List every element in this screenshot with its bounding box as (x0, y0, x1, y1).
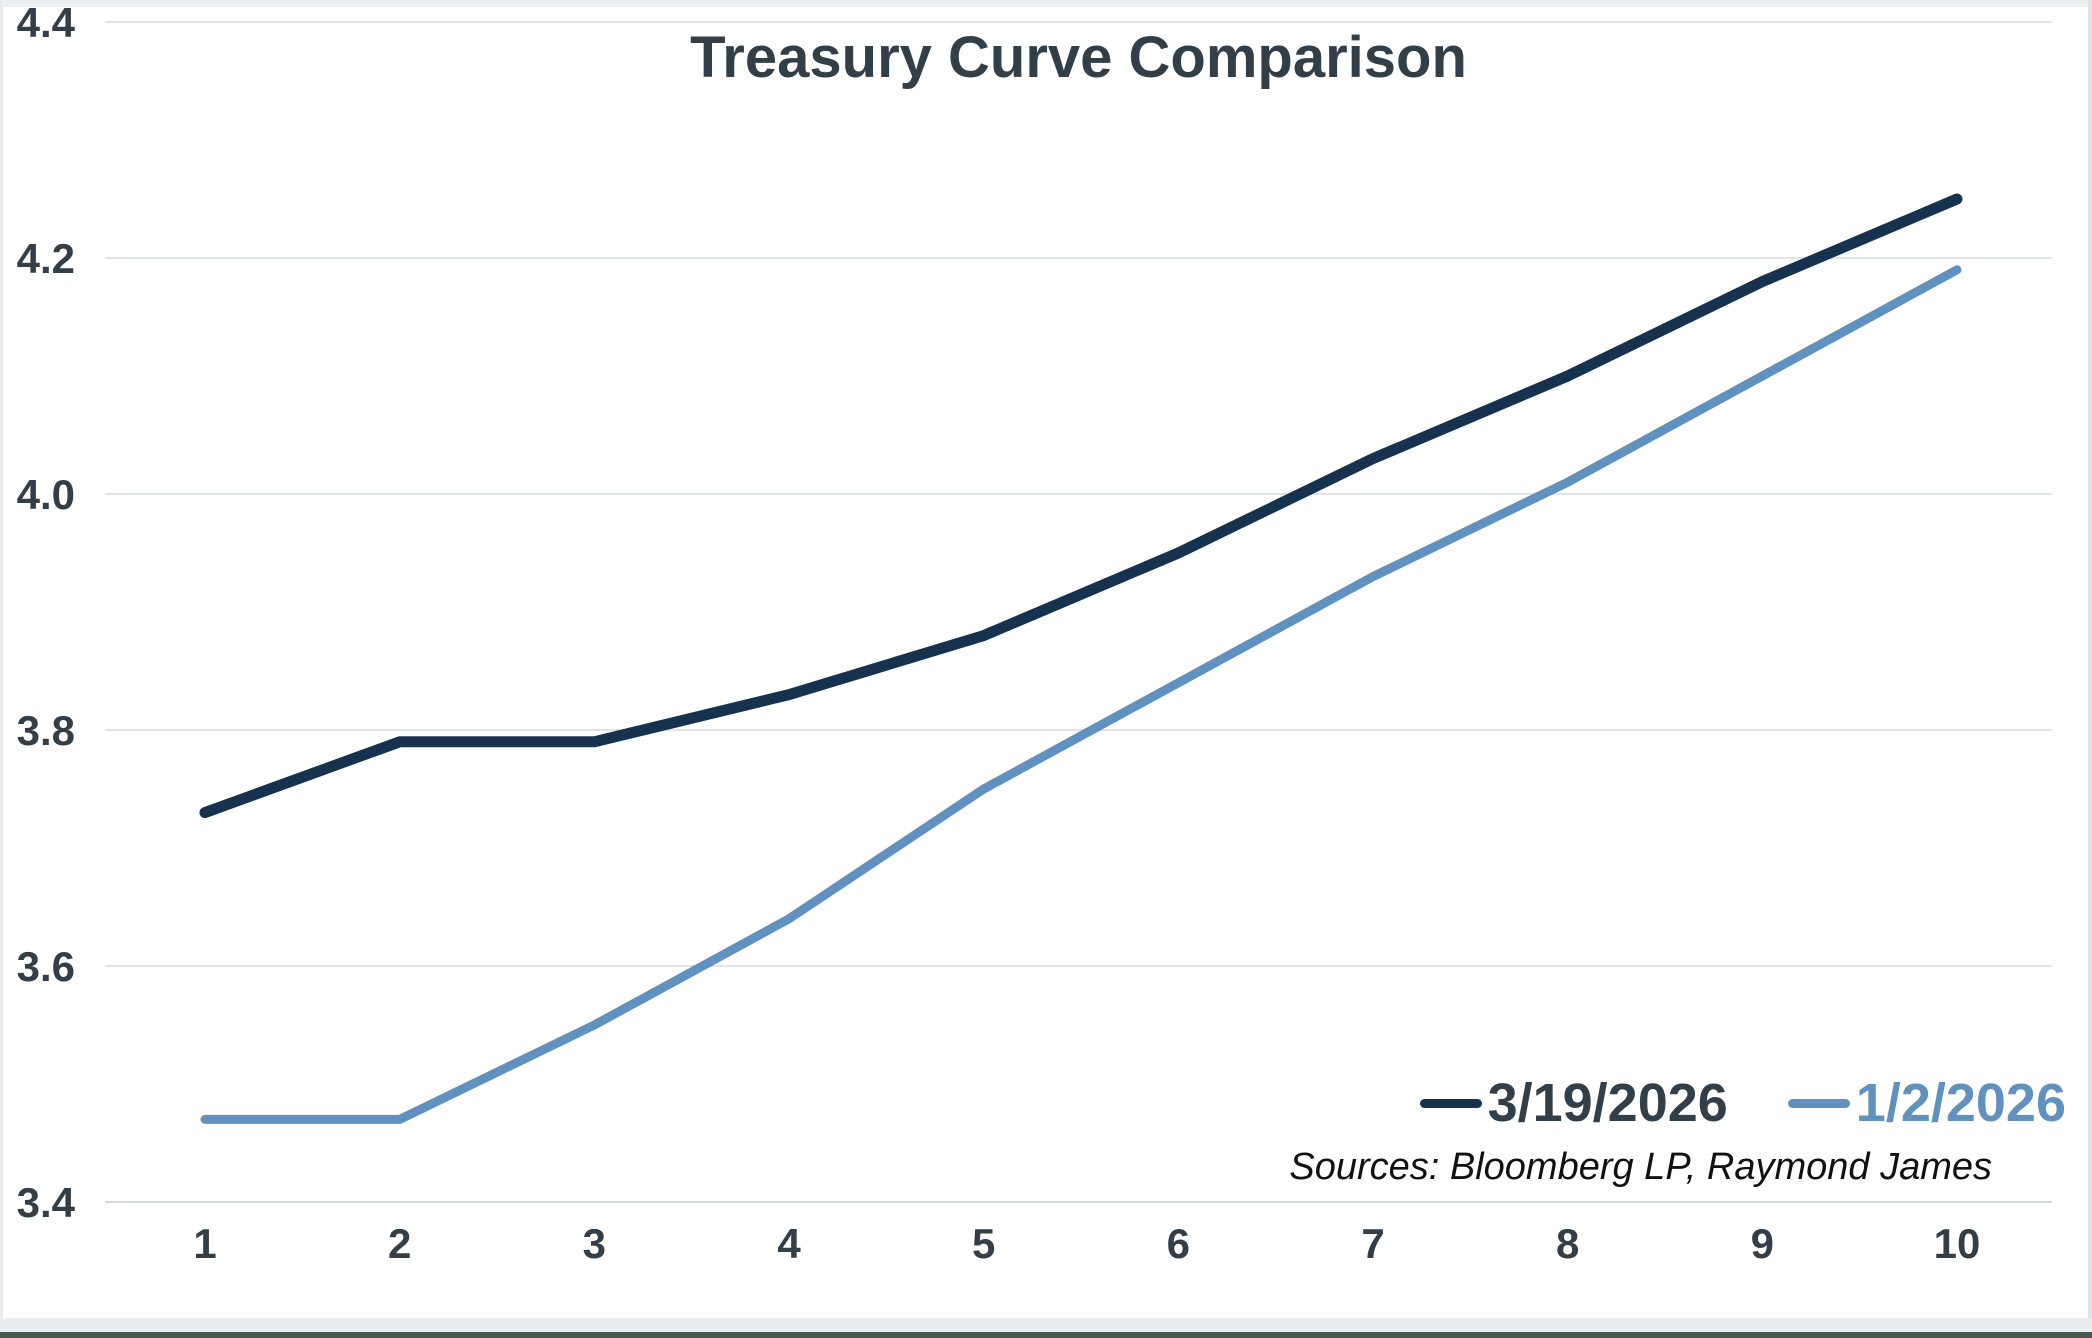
y-axis-label-4.4: 4.4 (17, 0, 76, 46)
window-left-edge (0, 0, 3, 1338)
x-axis-label-10: 10 (1934, 1220, 1981, 1267)
x-axis-label-4: 4 (777, 1220, 801, 1267)
chart-legend: 3/19/2026 1/2/2026 (1419, 1072, 2066, 1134)
series-line-1-2-2026 (200, 265, 1962, 1124)
series-line-3-19-2026 (199, 193, 1963, 819)
chart-title: Treasury Curve Comparison (690, 25, 1467, 90)
x-axis-label-6: 6 (1167, 1220, 1190, 1267)
y-axis-label-3.6: 3.6 (17, 943, 75, 990)
legend-line-swatch (1787, 1098, 1850, 1108)
x-axis-label-5: 5 (972, 1220, 995, 1267)
y-axis-label-4.2: 4.2 (17, 235, 75, 282)
window-top-edge (0, 0, 2092, 7)
window-bottom-padding (0, 1318, 2092, 1332)
window-bottom-edge (0, 1332, 2092, 1338)
legend-line-swatch (1419, 1098, 1482, 1108)
x-axis-label-1: 1 (193, 1220, 216, 1267)
x-axis-label-9: 9 (1751, 1220, 1774, 1267)
x-axis-label-2: 2 (388, 1220, 411, 1267)
window-right-edge (2088, 0, 2092, 1338)
legend-item-3-19-2026: 3/19/2026 (1419, 1072, 1728, 1134)
y-axis-label-3.4: 3.4 (17, 1179, 76, 1226)
legend-label: 3/19/2026 (1487, 1073, 1728, 1133)
y-axis-label-4.0: 4.0 (17, 471, 75, 518)
x-axis-label-3: 3 (583, 1220, 606, 1267)
x-axis-label-8: 8 (1556, 1220, 1579, 1267)
legend-label: 1/2/2026 (1855, 1073, 2066, 1133)
legend-item-1-2-2026: 1/2/2026 (1787, 1072, 2066, 1134)
y-axis-label-3.8: 3.8 (17, 707, 75, 754)
source-note: Sources: Bloomberg LP, Raymond James (1289, 1146, 1992, 1188)
x-axis-label-7: 7 (1361, 1220, 1384, 1267)
